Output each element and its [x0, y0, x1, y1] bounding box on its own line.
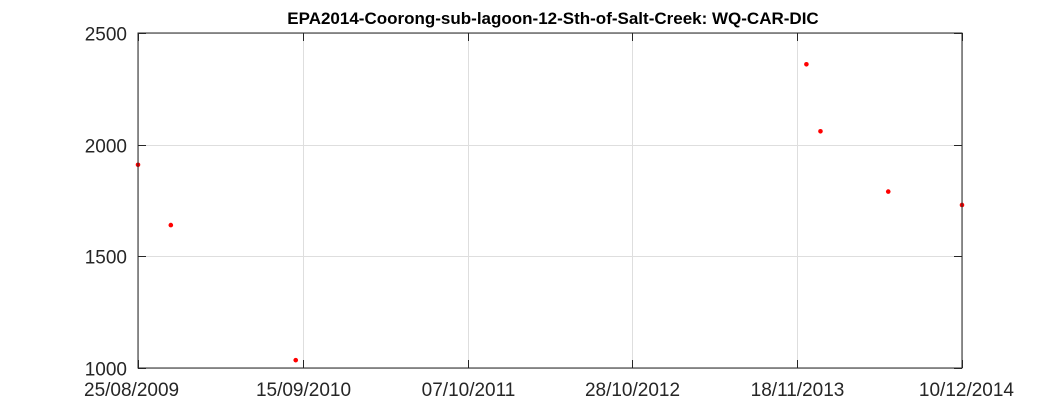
data-point	[293, 357, 299, 363]
data-points	[135, 61, 965, 363]
x-tick-label: 07/10/2011	[422, 380, 516, 401]
data-point	[804, 61, 809, 67]
data-point	[168, 222, 174, 228]
y-tick-label: 2500	[85, 25, 127, 46]
x-axis-tick-labels: 25/08/2009 15/09/2010 07/10/2011 28/10/2012…	[84, 380, 1014, 401]
x-tick-label: 25/08/2009	[84, 380, 179, 401]
y-tick-label: 1500	[85, 248, 127, 269]
axis-ticks	[138, 33, 963, 369]
x-tick-label: 18/11/2013	[751, 380, 845, 401]
y-tick-label: 1000	[85, 360, 127, 381]
x-tick-label: 28/10/2012	[585, 380, 680, 401]
data-point	[885, 189, 891, 194]
y-axis-tick-labels: 1000 1500 2000 2500	[85, 25, 127, 381]
plot-area-frame	[137, 32, 963, 369]
chart-title: EPA2014-Coorong-sub-lagoon-12-Sth-of-Sal…	[287, 9, 818, 28]
y-tick-label: 2000	[85, 137, 127, 158]
x-tick-label: 15/09/2010	[256, 380, 351, 401]
data-point	[818, 128, 823, 134]
x-tick-label: 10/12/2014	[919, 380, 1015, 401]
grid	[138, 33, 963, 369]
